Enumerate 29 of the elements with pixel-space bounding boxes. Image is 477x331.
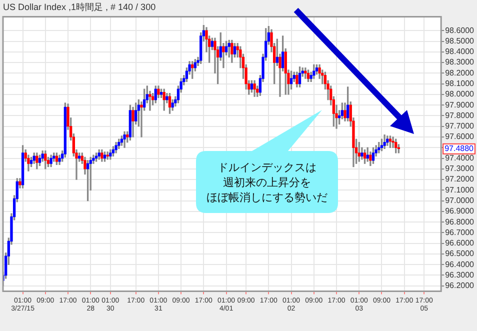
- y-tick-label: 96.6000: [445, 238, 475, 248]
- y-tick-label: 97.0000: [445, 196, 475, 205]
- y-tick-label: 98.2000: [445, 68, 475, 78]
- y-tick-label: 97.7000: [445, 122, 475, 131]
- y-tick-label: 97.9000: [445, 100, 475, 110]
- annotation: ドルインデックスは: [218, 160, 316, 174]
- y-tick-label: 96.8000: [445, 217, 475, 226]
- y-tick-label: 97.2000: [445, 174, 475, 184]
- y-tick-label: 96.3000: [445, 270, 475, 280]
- y-tick-label: 96.5000: [445, 249, 475, 258]
- y-tick-label: 98.0000: [445, 90, 475, 99]
- annotation: 97.4880: [444, 144, 474, 154]
- y-tick-label: 98.5000: [445, 36, 475, 46]
- chart-title: US Dollar Index ,1時間足 , # 140 / 300: [3, 2, 156, 12]
- y-tick-label: 96.4000: [445, 260, 475, 269]
- y-tick-label: 97.4000: [445, 153, 475, 162]
- y-tick-label: 97.3000: [445, 164, 475, 174]
- y-tick-label: 96.7000: [445, 228, 475, 237]
- y-tick-label: 97.8000: [445, 110, 475, 120]
- annotation: ほぼ帳消しにする勢いだ: [206, 190, 328, 204]
- y-tick-label: 97.1000: [445, 185, 475, 194]
- y-tick-label: 98.6000: [445, 26, 475, 35]
- y-tick-label: 96.9000: [445, 206, 475, 216]
- annotation: 週初来の上昇分を: [223, 174, 311, 190]
- y-tick-label: 97.6000: [445, 132, 475, 142]
- y-tick-label: 98.3000: [445, 58, 475, 67]
- y-tick-label: 96.2000: [445, 281, 475, 290]
- y-tick-label: 98.4000: [445, 47, 475, 56]
- y-tick-label: 98.1000: [445, 79, 475, 88]
